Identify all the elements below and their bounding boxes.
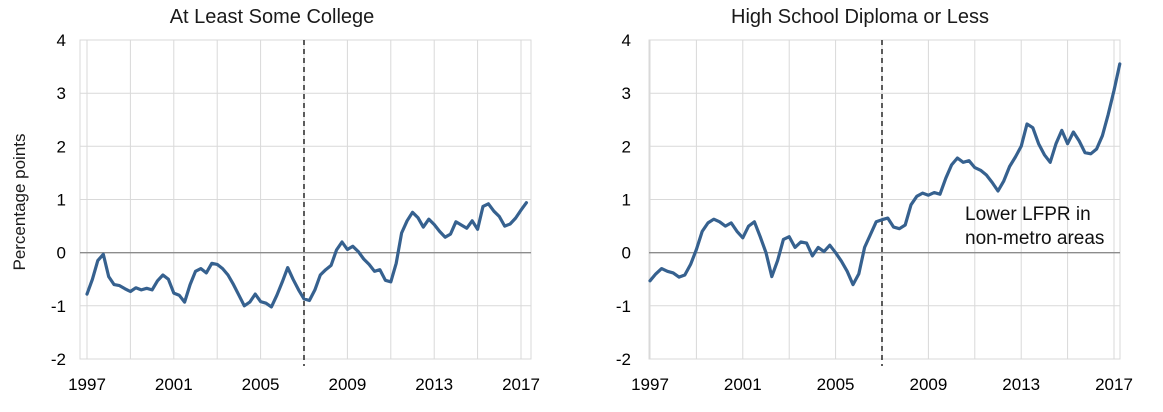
y-tick-label: 0: [622, 244, 631, 263]
y-tick-label: 3: [57, 84, 66, 103]
x-tick-label: 2001: [155, 375, 193, 394]
x-tick-label: 2013: [1002, 375, 1040, 394]
annotation-lower-lfpr: Lower LFPR in non-metro areas: [965, 203, 1104, 251]
y-tick-label: -2: [51, 350, 66, 369]
y-tick-label: -2: [616, 350, 631, 369]
y-tick-label: 1: [57, 191, 66, 210]
chart-title-some-college: At Least Some College: [169, 6, 375, 28]
y-tick-label: 2: [57, 137, 66, 156]
x-tick-label: 2005: [242, 375, 280, 394]
x-tick-label: 2017: [502, 375, 540, 394]
chart-title-hs-or-less: High School Diploma or Less: [731, 6, 989, 28]
y-tick-label: 3: [622, 84, 631, 103]
y-tick-label: 0: [57, 244, 66, 263]
x-tick-label: 2005: [817, 375, 855, 394]
annotation-line-1: Lower LFPR in: [965, 204, 1091, 225]
x-tick-label: 1997: [631, 375, 669, 394]
plot-border: [79, 39, 532, 360]
y-tick-label: 1: [622, 191, 631, 210]
y-tick-label: -1: [51, 297, 66, 316]
y-axis-title: Percentage points: [10, 133, 29, 271]
y-tick-label: 4: [622, 31, 631, 50]
x-tick-label: 2001: [724, 375, 762, 394]
x-tick-label: 2017: [1095, 375, 1133, 394]
x-tick-label: 1997: [68, 375, 106, 394]
y-tick-label: 2: [622, 137, 631, 156]
x-tick-label: 2009: [328, 375, 366, 394]
x-tick-label: 2009: [909, 375, 947, 394]
plot-border: [648, 39, 1121, 360]
x-tick-label: 2013: [415, 375, 453, 394]
annotation-line-2: non-metro areas: [965, 228, 1105, 249]
y-tick-label: 4: [57, 31, 66, 50]
series-line: [648, 62, 1122, 287]
y-tick-label: -1: [616, 297, 631, 316]
series-line: [85, 201, 528, 309]
